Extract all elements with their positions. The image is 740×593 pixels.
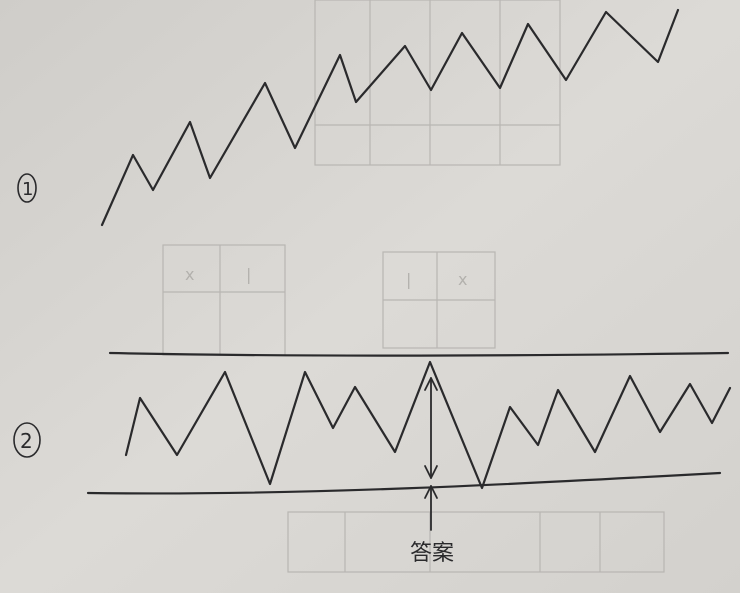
faint-bar-mark: |	[246, 265, 251, 284]
svg-text:1: 1	[22, 179, 33, 200]
figure-2-label: 2	[13, 422, 41, 458]
faint-bar-mark-2: |	[406, 270, 411, 289]
answer-label: 答案	[410, 541, 454, 566]
faint-grid-top	[314, 0, 561, 166]
faint-grid-right: | x	[382, 251, 496, 349]
upper-boundary-line	[108, 351, 730, 357]
faint-x-mark-2: x	[458, 270, 467, 289]
svg-text:2: 2	[20, 429, 33, 453]
zigzag-line-bounded	[124, 360, 732, 490]
faint-x-mark: x	[185, 265, 194, 284]
lower-boundary-line	[86, 471, 722, 495]
zigzag-line-rising	[100, 8, 680, 227]
figure-1-label: 1	[17, 173, 37, 203]
faint-grid-bottom	[287, 511, 665, 573]
answer-arrow-indicator	[424, 377, 438, 531]
